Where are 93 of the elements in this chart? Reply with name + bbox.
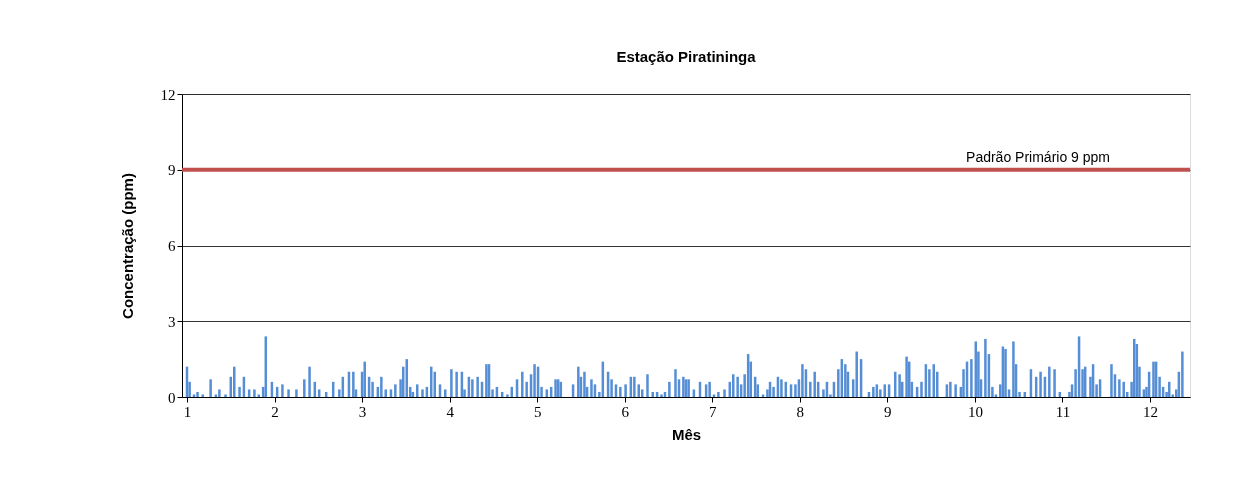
y-tick-label: 12 <box>160 86 176 103</box>
bar <box>651 391 654 397</box>
bar <box>732 374 735 397</box>
bar <box>932 364 935 397</box>
bar <box>668 381 671 397</box>
bar <box>238 386 241 397</box>
bar <box>295 389 298 397</box>
bar <box>201 394 205 397</box>
x-tick-label: 10 <box>967 403 983 420</box>
bar <box>660 394 663 397</box>
bar <box>455 371 458 397</box>
bar <box>761 394 765 397</box>
bar <box>780 379 783 397</box>
bar <box>308 366 311 397</box>
bar <box>1110 364 1113 397</box>
bar <box>506 394 509 397</box>
bar <box>192 394 196 397</box>
bar <box>1122 381 1125 397</box>
x-tick-label: 6 <box>621 403 630 420</box>
y-axis-title: Concentração (ppm) <box>118 173 136 319</box>
bar <box>590 379 593 397</box>
bar <box>970 359 973 397</box>
bar <box>303 379 306 397</box>
bar <box>363 361 366 397</box>
bar <box>450 369 453 397</box>
x-tick-label: 8 <box>796 403 805 420</box>
bar <box>209 379 212 397</box>
bar <box>646 374 649 397</box>
bar <box>949 381 952 397</box>
bar <box>1118 379 1121 397</box>
bar <box>717 391 720 397</box>
chart-title: Estação Piratininga <box>616 48 757 65</box>
x-tick-label: 1 <box>183 403 192 420</box>
bar <box>352 371 355 397</box>
bar <box>287 389 290 397</box>
bar <box>883 384 886 397</box>
bar <box>920 381 923 397</box>
bar <box>898 374 901 397</box>
bar <box>533 364 536 397</box>
bar <box>394 384 397 397</box>
bar <box>855 351 858 397</box>
ref-line-label: Padrão Primário 9 ppm <box>966 148 1110 165</box>
bar <box>619 386 622 397</box>
x-tick-label: 3 <box>358 403 367 420</box>
bar <box>476 376 479 397</box>
bar <box>521 371 524 397</box>
y-tick-label: 9 <box>168 162 176 179</box>
bar <box>954 384 957 397</box>
bar <box>471 379 474 397</box>
bar <box>708 381 711 397</box>
bar <box>1039 371 1042 397</box>
x-axis-title: Mês <box>671 425 702 443</box>
bar <box>224 394 227 397</box>
bar <box>371 381 374 397</box>
x-tick-label: 11 <box>1055 403 1071 420</box>
bar <box>444 389 447 397</box>
bar <box>736 376 739 397</box>
bar <box>872 386 875 397</box>
bar <box>380 376 383 397</box>
bar <box>772 386 775 397</box>
bar <box>233 366 236 397</box>
bar <box>1181 351 1184 397</box>
bar <box>905 356 908 397</box>
bar <box>674 369 677 397</box>
bar <box>405 359 408 397</box>
bar <box>583 371 586 397</box>
bar <box>723 389 726 397</box>
bar <box>253 389 256 397</box>
bar <box>196 391 199 397</box>
bar <box>1012 341 1015 397</box>
bar <box>1048 366 1051 397</box>
y-tick-label: 6 <box>168 238 176 254</box>
x-tick-label: 4 <box>446 403 455 420</box>
bar <box>813 371 816 397</box>
x-tick-label: 7 <box>709 403 718 420</box>
x-tick-label: 9 <box>884 403 892 420</box>
bar <box>433 371 436 397</box>
bar <box>281 384 284 397</box>
bar <box>801 364 804 397</box>
bar <box>577 366 580 397</box>
bar <box>218 389 221 397</box>
y-tick-label: 3 <box>168 313 176 330</box>
bar <box>624 384 627 397</box>
x-tick-label: 2 <box>271 403 279 420</box>
bar <box>633 376 636 397</box>
bar <box>984 338 987 397</box>
x-tick-label: 5 <box>533 403 542 420</box>
bar <box>1053 369 1056 397</box>
bar <box>712 394 716 397</box>
bar <box>421 389 424 397</box>
bar <box>257 394 261 397</box>
y-tick-label: 0 <box>168 389 176 406</box>
x-tick-label: 12 <box>1142 403 1158 420</box>
